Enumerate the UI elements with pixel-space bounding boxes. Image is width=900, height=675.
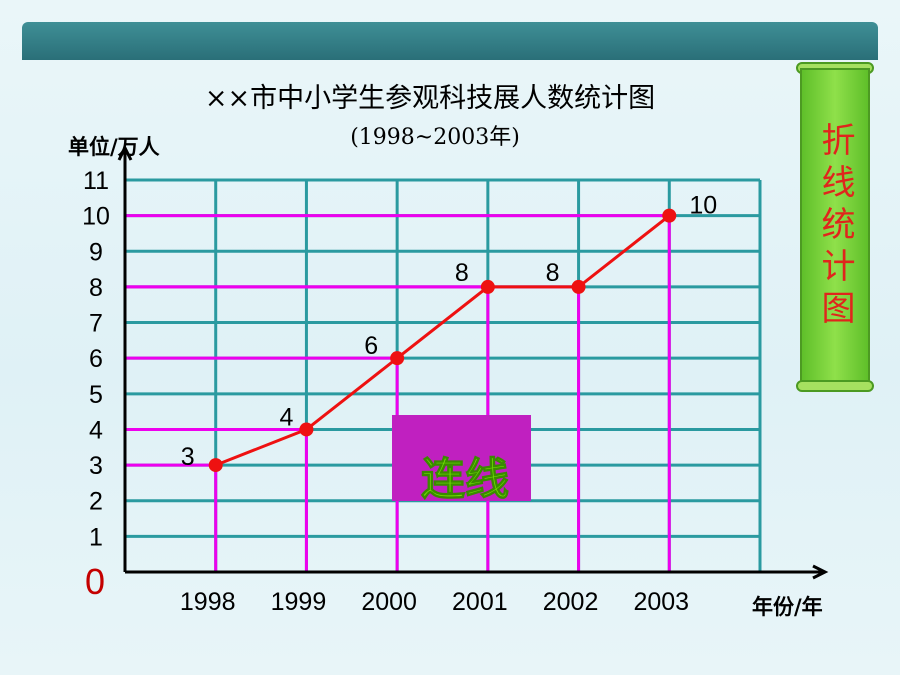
side-label: 折线统计图 bbox=[815, 122, 855, 332]
connect-box-bg bbox=[392, 415, 531, 501]
chart-title: ××市中小学生参观科技展人数统计图 bbox=[205, 83, 655, 114]
data-label: 6 bbox=[364, 332, 378, 360]
data-point bbox=[662, 208, 677, 223]
y-tick-label: 8 bbox=[89, 274, 103, 302]
y-tick-label: 11 bbox=[83, 167, 109, 195]
x-axis-arrow bbox=[812, 564, 829, 580]
connect-box: 连线 bbox=[392, 415, 531, 506]
data-point bbox=[571, 279, 586, 294]
scroll-body bbox=[800, 68, 870, 386]
y-tick-label: 3 bbox=[89, 452, 103, 480]
data-label: 4 bbox=[279, 403, 293, 431]
series-line bbox=[215, 214, 671, 467]
x-tick-label: 2003 bbox=[633, 588, 689, 616]
data-label: 8 bbox=[546, 259, 560, 287]
y-tick-label: 6 bbox=[89, 345, 103, 373]
data-point bbox=[390, 351, 405, 366]
y-tick-label: 10 bbox=[82, 203, 110, 231]
axis-layer bbox=[117, 144, 829, 580]
y-tick-label: 9 bbox=[89, 238, 103, 266]
x-tick-label: 1998 bbox=[180, 588, 236, 616]
y-tick-label: 2 bbox=[89, 488, 103, 516]
data-point bbox=[480, 279, 495, 294]
x-tick-label: 2002 bbox=[543, 588, 599, 616]
x-tick-label: 2000 bbox=[361, 588, 417, 616]
chart-subtitle: (1998~2003年) bbox=[350, 125, 520, 150]
data-label: 3 bbox=[181, 443, 195, 471]
y-tick-label: 1 bbox=[89, 523, 103, 551]
zero-label: 0 bbox=[85, 561, 105, 602]
label-layer: 3 4 6 8 8 10 bbox=[181, 192, 717, 471]
data-label: 10 bbox=[689, 192, 717, 220]
y-axis-arrow bbox=[117, 144, 133, 161]
side-scroll-banner: 折线统计图 bbox=[796, 62, 874, 392]
guide-layer bbox=[125, 214, 671, 572]
tick-layer: 1 2 3 4 5 6 7 8 9 10 11 1998 1999 2000 2001 2002 2003 bbox=[82, 167, 689, 616]
header-bar bbox=[22, 22, 878, 60]
data-point bbox=[299, 422, 314, 437]
x-tick-label: 1999 bbox=[271, 588, 327, 616]
y-tick-label: 5 bbox=[89, 381, 103, 409]
x-axis-label: 年份/年 bbox=[752, 594, 823, 619]
connect-label: 连线 bbox=[421, 454, 509, 505]
y-tick-label: 7 bbox=[89, 310, 103, 338]
series-layer bbox=[208, 208, 677, 473]
scroll-curl-bottom bbox=[796, 380, 874, 392]
y-tick-label: 4 bbox=[89, 416, 103, 444]
data-label: 8 bbox=[455, 259, 469, 287]
grid-layer bbox=[125, 178, 762, 572]
data-point bbox=[208, 458, 223, 473]
x-tick-label: 2001 bbox=[452, 588, 508, 616]
y-axis-label: 单位/万人 bbox=[68, 134, 160, 159]
